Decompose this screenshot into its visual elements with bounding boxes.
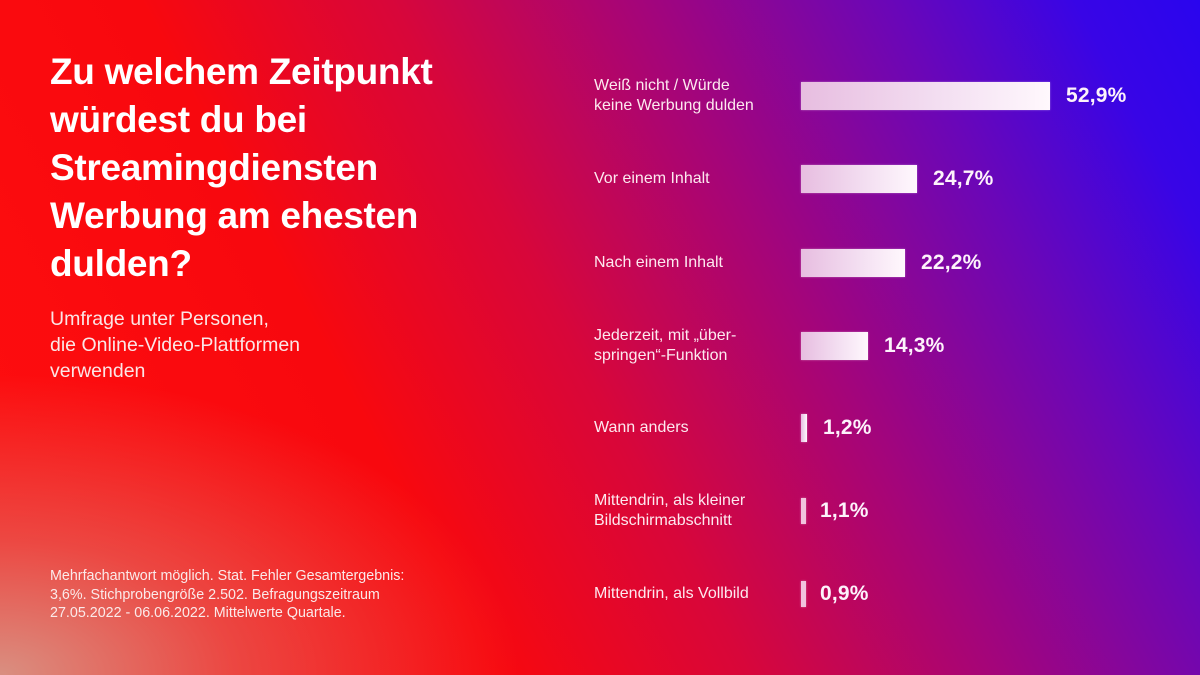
- bar: [801, 414, 807, 442]
- category-label: Vor einem Inhalt: [594, 170, 710, 187]
- bar: [801, 249, 905, 277]
- bar: [801, 332, 868, 360]
- chart-row: Jederzeit, mit „über- springen“-Funktion…: [594, 321, 1194, 371]
- chart-row: Weiß nicht / Würde keine Werbung dulden 5…: [594, 71, 1194, 121]
- category-label: Mittendrin, als kleiner Bildschirmabschn…: [594, 492, 746, 529]
- title-block: Zu welchem Zeitpunkt würdest du bei Stre…: [50, 48, 550, 384]
- category-label: Nach einem Inhalt: [594, 254, 723, 271]
- chart-row: Nach einem Inhalt 22,2%: [594, 238, 1194, 288]
- value-label: 52,9%: [1066, 84, 1127, 107]
- value-label: 22,2%: [921, 251, 982, 274]
- value-label: 14,3%: [884, 334, 945, 357]
- chart-row: Wann anders 1,2%: [594, 403, 1194, 453]
- footnote: Mehrfachantwort möglich. Stat. Fehler Ge…: [50, 568, 405, 621]
- chart-row: Mittendrin, als Vollbild 0,9%: [594, 569, 1194, 619]
- category-label: Wann anders: [594, 419, 689, 436]
- bar: [801, 581, 806, 607]
- bar: [801, 498, 806, 524]
- value-label: 1,2%: [823, 416, 872, 439]
- category-label: Jederzeit, mit „über- springen“-Funktion: [594, 327, 737, 364]
- chart-title: Zu welchem Zeitpunkt würdest du bei Stre…: [50, 51, 433, 284]
- bar: [801, 82, 1050, 110]
- bar-chart: Weiß nicht / Würde keine Werbung dulden 5…: [594, 0, 1194, 675]
- category-label: Weiß nicht / Würde keine Werbung dulden: [594, 77, 754, 114]
- value-label: 0,9%: [820, 582, 869, 605]
- chart-subtitle: Umfrage unter Personen, die Online-Video…: [50, 308, 301, 382]
- category-label: Mittendrin, als Vollbild: [594, 585, 749, 602]
- bar: [801, 165, 917, 193]
- value-label: 24,7%: [933, 167, 994, 190]
- chart-row: Vor einem Inhalt 24,7%: [594, 154, 1194, 204]
- chart-row: Mittendrin, als kleiner Bildschirmabschn…: [594, 486, 1194, 536]
- value-label: 1,1%: [820, 499, 869, 522]
